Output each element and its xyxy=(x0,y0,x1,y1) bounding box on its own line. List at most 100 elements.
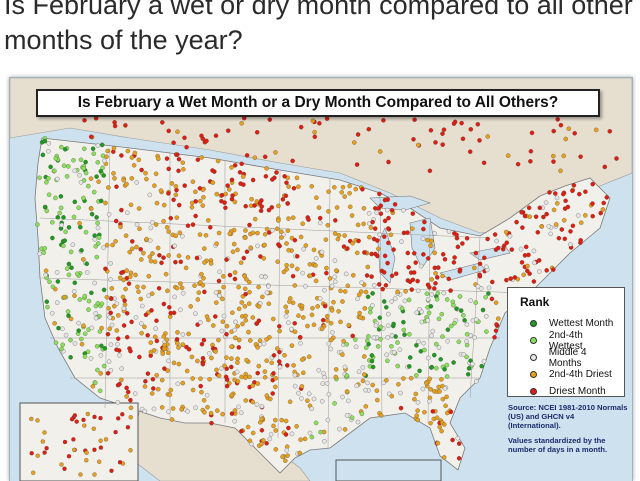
station-dot xyxy=(242,273,247,279)
station-dot xyxy=(271,371,276,376)
station-dot xyxy=(465,372,471,377)
station-dot xyxy=(378,324,384,330)
station-dot xyxy=(66,272,72,278)
station-dot xyxy=(441,127,447,132)
legend-dot-driest xyxy=(530,388,537,395)
station-dot xyxy=(398,390,403,396)
station-dot xyxy=(271,353,277,358)
station-dot xyxy=(290,158,295,164)
station-dot xyxy=(298,340,303,346)
station-dot xyxy=(66,454,72,459)
station-dot xyxy=(439,311,445,317)
station-dot xyxy=(111,171,116,176)
station-dot xyxy=(484,329,489,334)
station-dot xyxy=(148,349,154,355)
station-dot xyxy=(395,363,400,369)
station-dot xyxy=(221,313,227,319)
station-dot xyxy=(311,322,317,328)
station-dot xyxy=(381,380,386,386)
station-dot xyxy=(106,212,112,217)
station-dot xyxy=(230,310,235,315)
station-dot xyxy=(266,284,271,289)
station-dot xyxy=(264,337,269,342)
station-dot xyxy=(411,137,416,142)
station-dot xyxy=(136,289,141,294)
station-dot xyxy=(244,357,249,363)
station-dot xyxy=(79,248,84,253)
station-dot xyxy=(356,369,362,375)
station-dot xyxy=(362,354,367,359)
station-dot xyxy=(397,347,403,352)
station-dot xyxy=(356,292,362,297)
station-dot xyxy=(328,320,334,326)
station-dot xyxy=(570,188,575,194)
station-dot xyxy=(103,200,108,206)
station-dot xyxy=(143,312,149,318)
station-dot xyxy=(68,355,73,360)
station-dot xyxy=(276,203,281,209)
station-dot xyxy=(64,174,70,179)
station-dot xyxy=(81,195,86,201)
station-dot xyxy=(154,200,160,206)
station-dot xyxy=(41,250,46,255)
station-dot xyxy=(402,298,408,304)
station-dot xyxy=(570,223,576,229)
station-dot xyxy=(176,202,182,208)
station-dot xyxy=(381,270,387,275)
station-dot xyxy=(162,366,167,371)
station-dot xyxy=(62,238,67,243)
station-dot xyxy=(473,317,479,322)
station-dot xyxy=(292,321,297,326)
station-dot xyxy=(129,319,134,325)
station-dot xyxy=(169,181,175,186)
station-dot xyxy=(243,228,248,233)
station-dot xyxy=(333,367,339,372)
station-dot xyxy=(262,154,268,160)
station-dot xyxy=(409,287,414,292)
station-dot xyxy=(174,187,179,193)
station-dot xyxy=(318,429,323,435)
station-dot xyxy=(84,458,89,463)
station-dot xyxy=(128,448,133,453)
station-dot xyxy=(252,216,258,222)
station-dot xyxy=(320,317,326,323)
station-dot xyxy=(139,321,144,326)
station-dot xyxy=(236,306,242,312)
station-dot xyxy=(433,140,438,145)
station-dot xyxy=(99,343,104,349)
station-dot xyxy=(286,320,291,325)
station-dot xyxy=(518,246,524,252)
station-dot xyxy=(45,304,50,310)
station-dot xyxy=(563,136,568,142)
station-dot xyxy=(78,180,84,185)
station-dot xyxy=(363,289,369,295)
station-dot xyxy=(558,122,564,128)
station-dot xyxy=(411,270,417,275)
station-dot xyxy=(130,239,135,244)
station-dot xyxy=(425,282,431,288)
station-dot xyxy=(329,283,335,289)
station-dot xyxy=(292,283,298,288)
station-dot xyxy=(175,129,180,134)
station-dot xyxy=(340,352,345,357)
station-dot xyxy=(117,275,123,281)
station-dot xyxy=(440,396,446,402)
station-dot xyxy=(117,353,122,358)
station-dot xyxy=(109,286,115,291)
station-dot xyxy=(501,243,507,248)
station-dot xyxy=(266,207,272,213)
station-dot xyxy=(415,417,421,423)
station-dot xyxy=(98,353,104,358)
station-dot xyxy=(115,341,120,347)
station-dot xyxy=(306,217,311,222)
station-dot xyxy=(114,184,119,189)
station-dot xyxy=(375,344,381,349)
station-dot xyxy=(386,311,391,317)
station-dot xyxy=(543,200,549,205)
station-dot xyxy=(161,218,166,224)
station-dot xyxy=(157,253,162,258)
station-dot xyxy=(284,262,289,268)
station-dot xyxy=(437,389,442,394)
station-dot xyxy=(166,358,171,364)
station-dot xyxy=(429,364,435,370)
